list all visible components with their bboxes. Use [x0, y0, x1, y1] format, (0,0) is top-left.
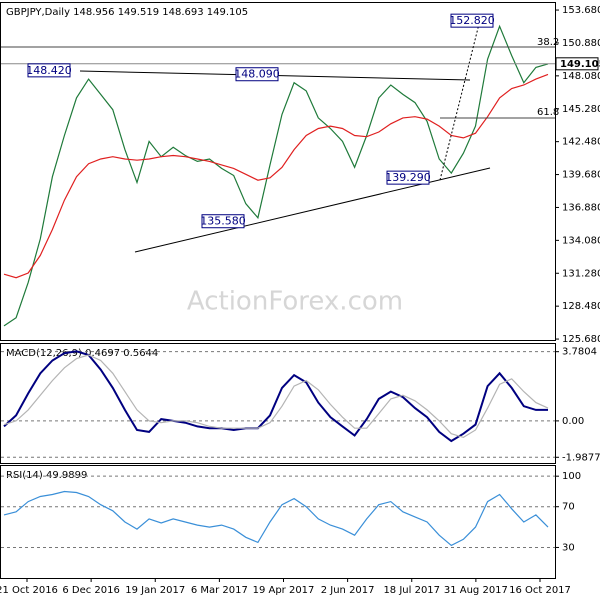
- annotation-label: 135.580: [200, 215, 246, 228]
- y-tick-label: 145.280: [562, 104, 600, 115]
- fib-label: 61.8: [537, 107, 559, 118]
- y-tick-label: 131.280: [562, 268, 600, 279]
- annotation-label: 152.820: [449, 14, 495, 27]
- series-line: [3, 73, 549, 279]
- x-tick-label: 6 Dec 2016: [62, 585, 120, 596]
- annotation-box: [386, 170, 430, 185]
- rsi-title: RSI(14) 49.9899: [6, 470, 87, 481]
- last-price-box: [555, 57, 599, 71]
- trendline: [439, 19, 481, 181]
- y-tick-label: 150.880: [562, 38, 600, 49]
- fib-label: 38.2: [537, 37, 559, 48]
- annotation-label: 148.420: [26, 64, 72, 77]
- x-tick-label: 21 Oct 2016: [0, 585, 58, 596]
- y-tick-label: 134.080: [562, 235, 600, 246]
- x-tick-label: 2 Jun 2017: [321, 585, 375, 596]
- chart-title: GBPJPY,Daily 148.956 149.519 148.693 149…: [6, 7, 248, 18]
- y-tick-label: 3.7804: [562, 347, 597, 358]
- y-tick-label: 0.00: [562, 416, 584, 427]
- trendline: [134, 167, 491, 253]
- y-tick-label: 148.080: [562, 71, 600, 82]
- rsi-panel: [0, 465, 556, 579]
- y-tick-label: 70: [562, 502, 575, 513]
- y-tick-label: 139.680: [562, 170, 600, 181]
- x-tick-label: 6 Mar 2017: [191, 585, 248, 596]
- y-tick-label: 30: [562, 542, 575, 553]
- annotation-box: [450, 13, 494, 28]
- series-line: [3, 24, 549, 327]
- x-tick-label: 19 Jan 2017: [125, 585, 185, 596]
- series-line: [3, 354, 549, 439]
- x-tick-label: 18 Jul 2017: [383, 585, 440, 596]
- price-panel: [0, 2, 556, 341]
- x-tick-label: 16 Oct 2017: [509, 585, 571, 596]
- y-tick-label: 128.480: [562, 301, 600, 312]
- y-tick-label: 153.680: [562, 5, 600, 16]
- series-line: [3, 490, 549, 547]
- y-tick-label: 100: [562, 471, 581, 482]
- y-tick-label: 136.880: [562, 202, 600, 213]
- watermark: ActionForex.com: [187, 287, 403, 317]
- y-tick-label: 142.480: [562, 137, 600, 148]
- series-line: [3, 350, 548, 443]
- x-tick-label: 31 Aug 2017: [444, 585, 508, 596]
- annotation-box: [201, 214, 245, 229]
- annotation-label: 139.290: [385, 171, 431, 184]
- annotation-box: [235, 67, 279, 82]
- y-tick-label: -1.9877: [562, 452, 600, 463]
- y-tick-label: 125.680: [562, 334, 600, 345]
- annotation-box: [27, 63, 71, 78]
- x-tick-label: 19 Apr 2017: [253, 585, 315, 596]
- annotation-label: 148.090: [234, 68, 280, 81]
- last-price-label: 149.105: [560, 59, 600, 70]
- macd-panel: [0, 343, 556, 464]
